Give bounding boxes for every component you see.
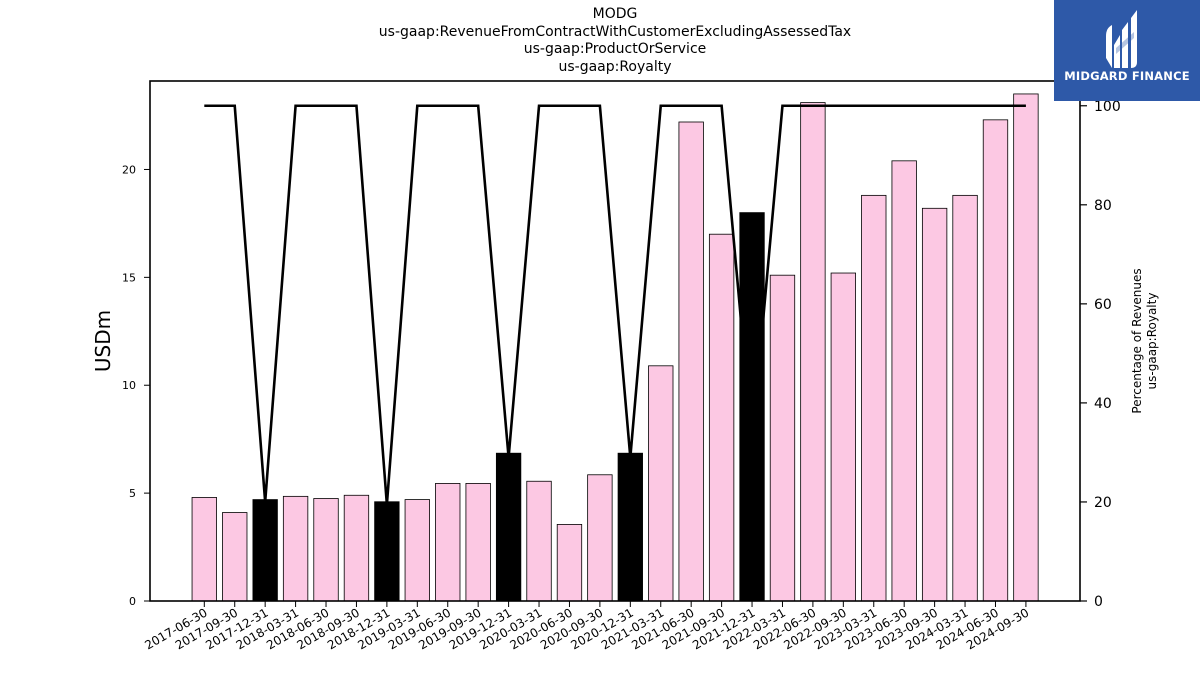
left-axis-ticks: 0 5 10 15 20 [122,163,150,608]
right-axis-ticks: 0 20 40 60 80 100 [1080,99,1121,610]
percentage-line [204,104,1026,505]
bar-2023-09-30 [921,207,948,602]
right-axis-label-line1: Percentage of Revenues [1130,268,1144,413]
bar-2018-12-31 [374,501,400,602]
bar-2019-09-30 [465,483,491,602]
bar-2019-03-31 [404,499,430,602]
bar-2021-03-31 [648,365,674,602]
y-tick-label: 15 [122,271,136,284]
bar-2023-03-31 [861,194,887,602]
chart-title-block: MODG us-gaap:RevenueFromContractWithCust… [150,6,1080,76]
bar-2022-09-30 [830,272,856,602]
y-tick-label: 10 [122,379,136,392]
bar-2024-09-30 [1013,93,1039,602]
bar-2020-12-31 [617,452,643,602]
plot-frame [149,80,1081,602]
chart-title-ticker: MODG [592,6,638,22]
y2-tick-label: 0 [1094,594,1103,610]
bar-2021-12-31 [739,212,765,602]
y2-tick-label: 20 [1094,495,1112,511]
bar-2023-06-30 [891,160,917,602]
left-axis-label: USDm [91,310,115,372]
x-axis-ticks: 2017-06-302017-09-302017-12-312018-03-31… [142,601,1031,652]
bar-2022-06-30 [800,102,826,602]
y2-tick-label: 60 [1094,297,1112,313]
bar-2017-06-30 [191,497,217,602]
bar-2024-03-31 [952,194,978,602]
bar-2020-09-30 [587,474,613,602]
bar-2021-06-30 [678,121,704,602]
midgard-finance-logo: MIDGARD FINANCE [1054,0,1200,101]
chart-title-concept: us-gaap:RevenueFromContractWithCustomerE… [378,23,852,40]
bar-2020-06-30 [556,524,583,602]
bar-2018-06-30 [313,498,339,602]
bar-2017-12-31 [252,499,278,602]
chart-title-axis: us-gaap:ProductOrService [523,41,707,57]
y2-tick-label: 40 [1094,396,1112,412]
bar-2024-06-30 [982,119,1009,602]
percentage-line-group [204,104,1026,505]
bar-2021-09-30 [708,233,735,602]
y2-tick-label: 100 [1094,99,1121,115]
bar-2018-09-30 [343,494,370,602]
bar-2019-12-31 [495,452,522,602]
y-tick-label: 5 [129,487,136,500]
chart-title-member: us-gaap:Royalty [558,58,672,75]
bar-2022-03-31 [769,274,796,602]
right-axis-label-line2: us-gaap:Royalty [1145,293,1159,390]
y-tick-label: 20 [122,163,136,176]
y-tick-label: 0 [129,595,136,608]
logo-text: MIDGARD FINANCE [1064,69,1190,83]
y2-tick-label: 80 [1094,198,1112,214]
bar-2017-09-30 [222,512,248,602]
bar-2019-06-30 [435,483,461,602]
logo-mark-icon [1106,10,1137,68]
bar-2018-03-31 [282,495,309,602]
bar-2020-03-31 [526,480,552,602]
bars-group [191,93,1039,602]
